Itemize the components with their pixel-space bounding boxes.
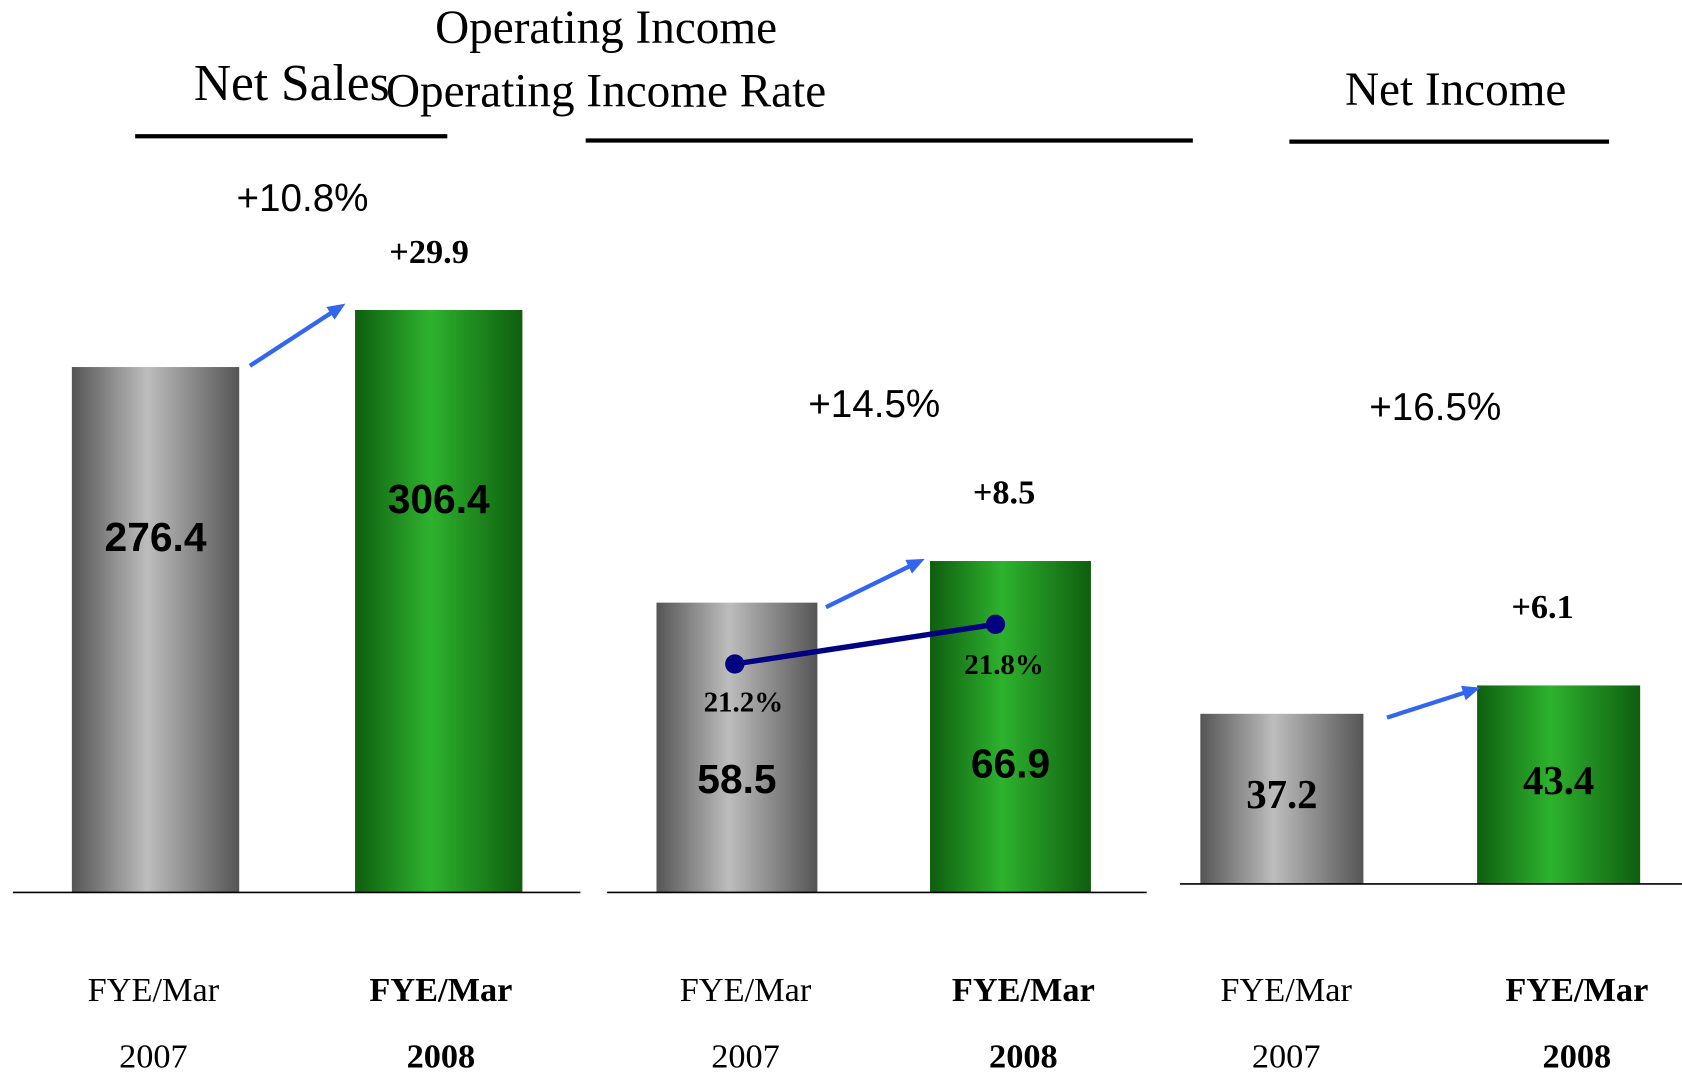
growth-arrow-head: [905, 558, 925, 574]
x-tick-label: FYE/Mar: [952, 971, 1095, 1009]
bar-value-label: 58.5: [697, 756, 776, 802]
change-amount: +29.9: [389, 233, 469, 271]
x-tick-label: 2008: [989, 1038, 1058, 1076]
change-amount: +8.5: [973, 473, 1035, 511]
x-tick-label: 2008: [407, 1038, 476, 1076]
x-tick-label: 2008: [1543, 1038, 1612, 1076]
growth-arrow: [1386, 688, 1471, 720]
x-tick-label: FYE/Mar: [88, 971, 220, 1009]
bar-value-label: 37.2: [1246, 772, 1317, 817]
x-tick-label: FYE/Mar: [1220, 971, 1352, 1009]
change-rate: +10.8%: [236, 177, 368, 220]
rate-point: [985, 614, 1006, 634]
bar: [930, 561, 1091, 893]
panel-title: Operating Income: [435, 2, 777, 54]
growth-arrow-head: [326, 303, 346, 320]
growth-arrow: [825, 561, 916, 610]
panel-subtitle: Operating Income Rate: [386, 65, 826, 117]
x-tick-label: 2007: [119, 1038, 188, 1076]
rate-label: 21.8%: [964, 649, 1044, 681]
panel-title: Net Sales: [194, 55, 390, 112]
bar: [355, 310, 523, 893]
x-tick-label: FYE/Mar: [1505, 971, 1648, 1009]
bar-value-label: 66.9: [971, 740, 1050, 786]
rate-label: 21.2%: [704, 686, 784, 718]
bar-value-label: 306.4: [388, 476, 490, 522]
change-rate: +16.5%: [1369, 386, 1501, 429]
bar: [1200, 713, 1364, 884]
change-amount: +6.1: [1511, 588, 1573, 626]
bar-value-label: 43.4: [1523, 758, 1594, 803]
bar: [656, 602, 818, 893]
bar: [71, 367, 240, 893]
bar: [1477, 685, 1641, 884]
x-tick-label: FYE/Mar: [680, 971, 812, 1009]
growth-arrow-head: [1461, 685, 1481, 701]
change-rate: +14.5%: [808, 383, 940, 426]
bar-value-label: 276.4: [105, 514, 207, 560]
x-tick-label: FYE/Mar: [369, 971, 512, 1009]
x-tick-label: 2007: [1252, 1038, 1321, 1076]
x-tick-label: 2007: [711, 1038, 780, 1076]
rate-line: [734, 621, 996, 667]
panel-title: Net Income: [1345, 64, 1566, 116]
growth-arrow: [248, 307, 338, 368]
rate-point: [725, 654, 745, 674]
chart-body: Net Sales +10.8% +29.9 276.4 FYE/Mar 2007 306.…: [12, 2, 1682, 1076]
